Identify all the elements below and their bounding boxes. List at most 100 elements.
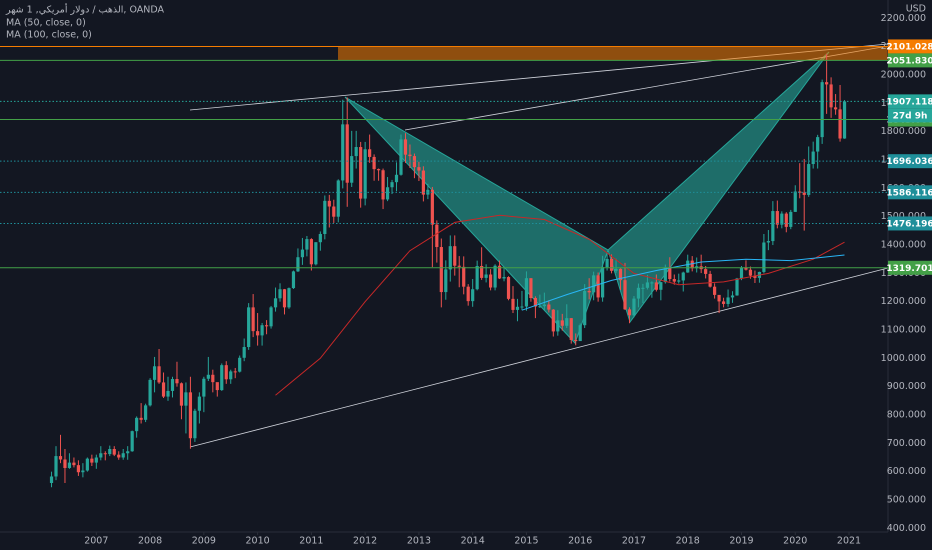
y-tick-label: 700.000 — [887, 438, 926, 449]
candle-body — [421, 170, 425, 195]
candle-body — [161, 382, 166, 397]
y-tick-label: 600.000 — [887, 466, 926, 477]
price-label-bg — [888, 260, 932, 275]
candle-body — [273, 298, 278, 308]
x-tick-label: 2012 — [353, 536, 377, 547]
candle-body — [748, 269, 753, 276]
candle-body — [502, 277, 506, 279]
candle-body — [54, 456, 58, 477]
y-tick-label: 500.000 — [887, 494, 926, 505]
candle-body — [524, 278, 529, 307]
candle-body — [471, 289, 475, 302]
candle-body — [466, 286, 470, 302]
candle-body — [578, 325, 582, 342]
candle-body — [583, 290, 587, 326]
candle-body — [390, 182, 394, 188]
candle-body — [166, 390, 170, 397]
candle-body — [242, 347, 246, 358]
candle-body — [247, 307, 251, 348]
candle-body — [475, 266, 479, 290]
candle-body — [690, 260, 694, 269]
candle-body — [708, 273, 712, 287]
candle-body — [726, 297, 730, 304]
candle-body — [211, 374, 215, 383]
candle-body — [793, 191, 797, 212]
zone — [338, 46, 888, 61]
candle-body — [784, 213, 788, 227]
price-label: 1907.118 — [886, 97, 932, 107]
candle-body — [354, 147, 358, 157]
candle-body — [148, 379, 152, 406]
candle-body — [560, 320, 564, 326]
currency-label: USD — [906, 4, 926, 15]
x-tick-label: 2020 — [783, 536, 807, 547]
x-tick-label: 2016 — [568, 536, 592, 547]
y-tick-label: 2200.000 — [881, 13, 926, 24]
candle-body — [72, 462, 76, 466]
candle-body — [735, 278, 739, 296]
candle-body — [220, 365, 224, 391]
candle-body — [618, 268, 623, 281]
candle-body — [592, 275, 596, 293]
candle-body — [341, 124, 345, 181]
candle-body — [623, 280, 627, 310]
candle-body — [368, 149, 372, 157]
candle-body — [126, 451, 130, 454]
candle-body — [596, 275, 600, 298]
candle-body — [327, 200, 331, 207]
price-label: 2101.028 — [886, 42, 932, 52]
candle-body — [753, 275, 757, 278]
candle-body — [775, 211, 779, 225]
candle-body — [58, 456, 63, 460]
candle-body — [762, 242, 766, 272]
candle-body — [538, 306, 542, 308]
candle-body — [381, 170, 385, 200]
candle-body — [314, 242, 318, 265]
candle-body — [497, 265, 502, 279]
candle-body — [802, 192, 806, 195]
x-tick-label: 2013 — [407, 536, 431, 547]
countdown: 27d 9h — [893, 111, 928, 121]
candle-body — [650, 282, 654, 284]
candle-body — [645, 282, 650, 288]
candle-body — [112, 448, 116, 455]
price-label: 1696.036 — [886, 157, 932, 167]
symbol-title: الذهب / دولار أمريكي, 1 شهر, OANDA — [5, 3, 165, 16]
price-label-bg — [888, 94, 932, 109]
candle-body — [94, 457, 98, 463]
candle-body — [63, 459, 67, 468]
candle-body — [108, 448, 112, 455]
price-label-bg — [888, 216, 932, 231]
candle-body — [511, 298, 515, 310]
candle-body — [385, 187, 390, 200]
candle-body — [251, 307, 255, 332]
candle-body — [551, 309, 555, 332]
candle-body — [721, 301, 726, 304]
price-label-bg — [888, 39, 932, 54]
candle-body — [233, 371, 237, 373]
candle-body — [713, 286, 717, 295]
y-tick-label: 900.000 — [887, 381, 926, 392]
candle-body — [789, 211, 793, 227]
candle-body — [157, 366, 161, 383]
candle-body — [663, 267, 667, 283]
candle-body — [439, 247, 443, 293]
candle-body — [609, 258, 614, 271]
candle-body — [175, 379, 179, 384]
x-tick-label: 2021 — [837, 536, 861, 547]
candle-body — [811, 151, 815, 165]
y-tick-label: 1200.000 — [881, 296, 926, 307]
candle-body — [193, 410, 197, 439]
candle-body — [135, 417, 139, 432]
candle-body — [336, 180, 340, 217]
candle-body — [605, 258, 609, 268]
candle-body — [641, 287, 645, 289]
indicator-legend: MA (100, close, 0) — [6, 30, 92, 41]
candle-body — [179, 383, 184, 406]
candle-body — [350, 156, 354, 183]
candle-body — [677, 280, 681, 282]
candle-body — [184, 392, 188, 406]
candle-body — [654, 282, 658, 290]
